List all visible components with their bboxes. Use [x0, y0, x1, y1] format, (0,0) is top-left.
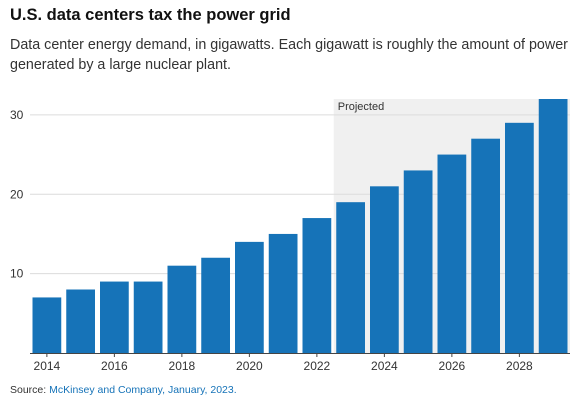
bar-chart: Projected 10 20 30 2014 2016 2018 2020 2022 2024 2…: [10, 99, 570, 373]
bar: [32, 297, 62, 353]
bar: [370, 186, 399, 353]
chart-subtitle: Data center energy demand, in gigawatts.…: [10, 37, 568, 73]
y-tick-label: 10: [10, 267, 24, 281]
x-tick-label: 2024: [371, 359, 398, 373]
x-tick-label: 2016: [101, 359, 128, 373]
x-tick-label: 2028: [506, 359, 533, 373]
source-link[interactable]: McKinsey and Company, January, 2023.: [49, 384, 237, 396]
source-label: Source:: [10, 384, 47, 396]
bar: [133, 281, 163, 353]
bar: [201, 257, 230, 353]
bar: [66, 289, 95, 353]
bar: [471, 138, 500, 353]
bar: [100, 281, 129, 353]
bar: [302, 218, 332, 353]
bar: [336, 202, 365, 353]
y-tick-label: 20: [10, 187, 24, 201]
x-tick-label: 2020: [236, 359, 263, 373]
y-tick-label: 30: [10, 108, 24, 122]
bar: [437, 154, 467, 353]
x-tick-label: 2018: [169, 359, 196, 373]
bar: [167, 265, 197, 353]
x-tick-label: 2026: [439, 359, 466, 373]
bar: [505, 122, 534, 353]
chart-title: U.S. data centers tax the power grid: [10, 6, 291, 24]
x-tick-label: 2014: [34, 359, 61, 373]
source-note: Source: McKinsey and Company, January, 2…: [10, 384, 237, 396]
x-tick-label: 2022: [304, 359, 331, 373]
bar: [403, 170, 433, 353]
bar: [538, 99, 568, 353]
bar: [268, 233, 298, 353]
bar: [235, 241, 264, 353]
projected-label: Projected: [338, 101, 384, 113]
